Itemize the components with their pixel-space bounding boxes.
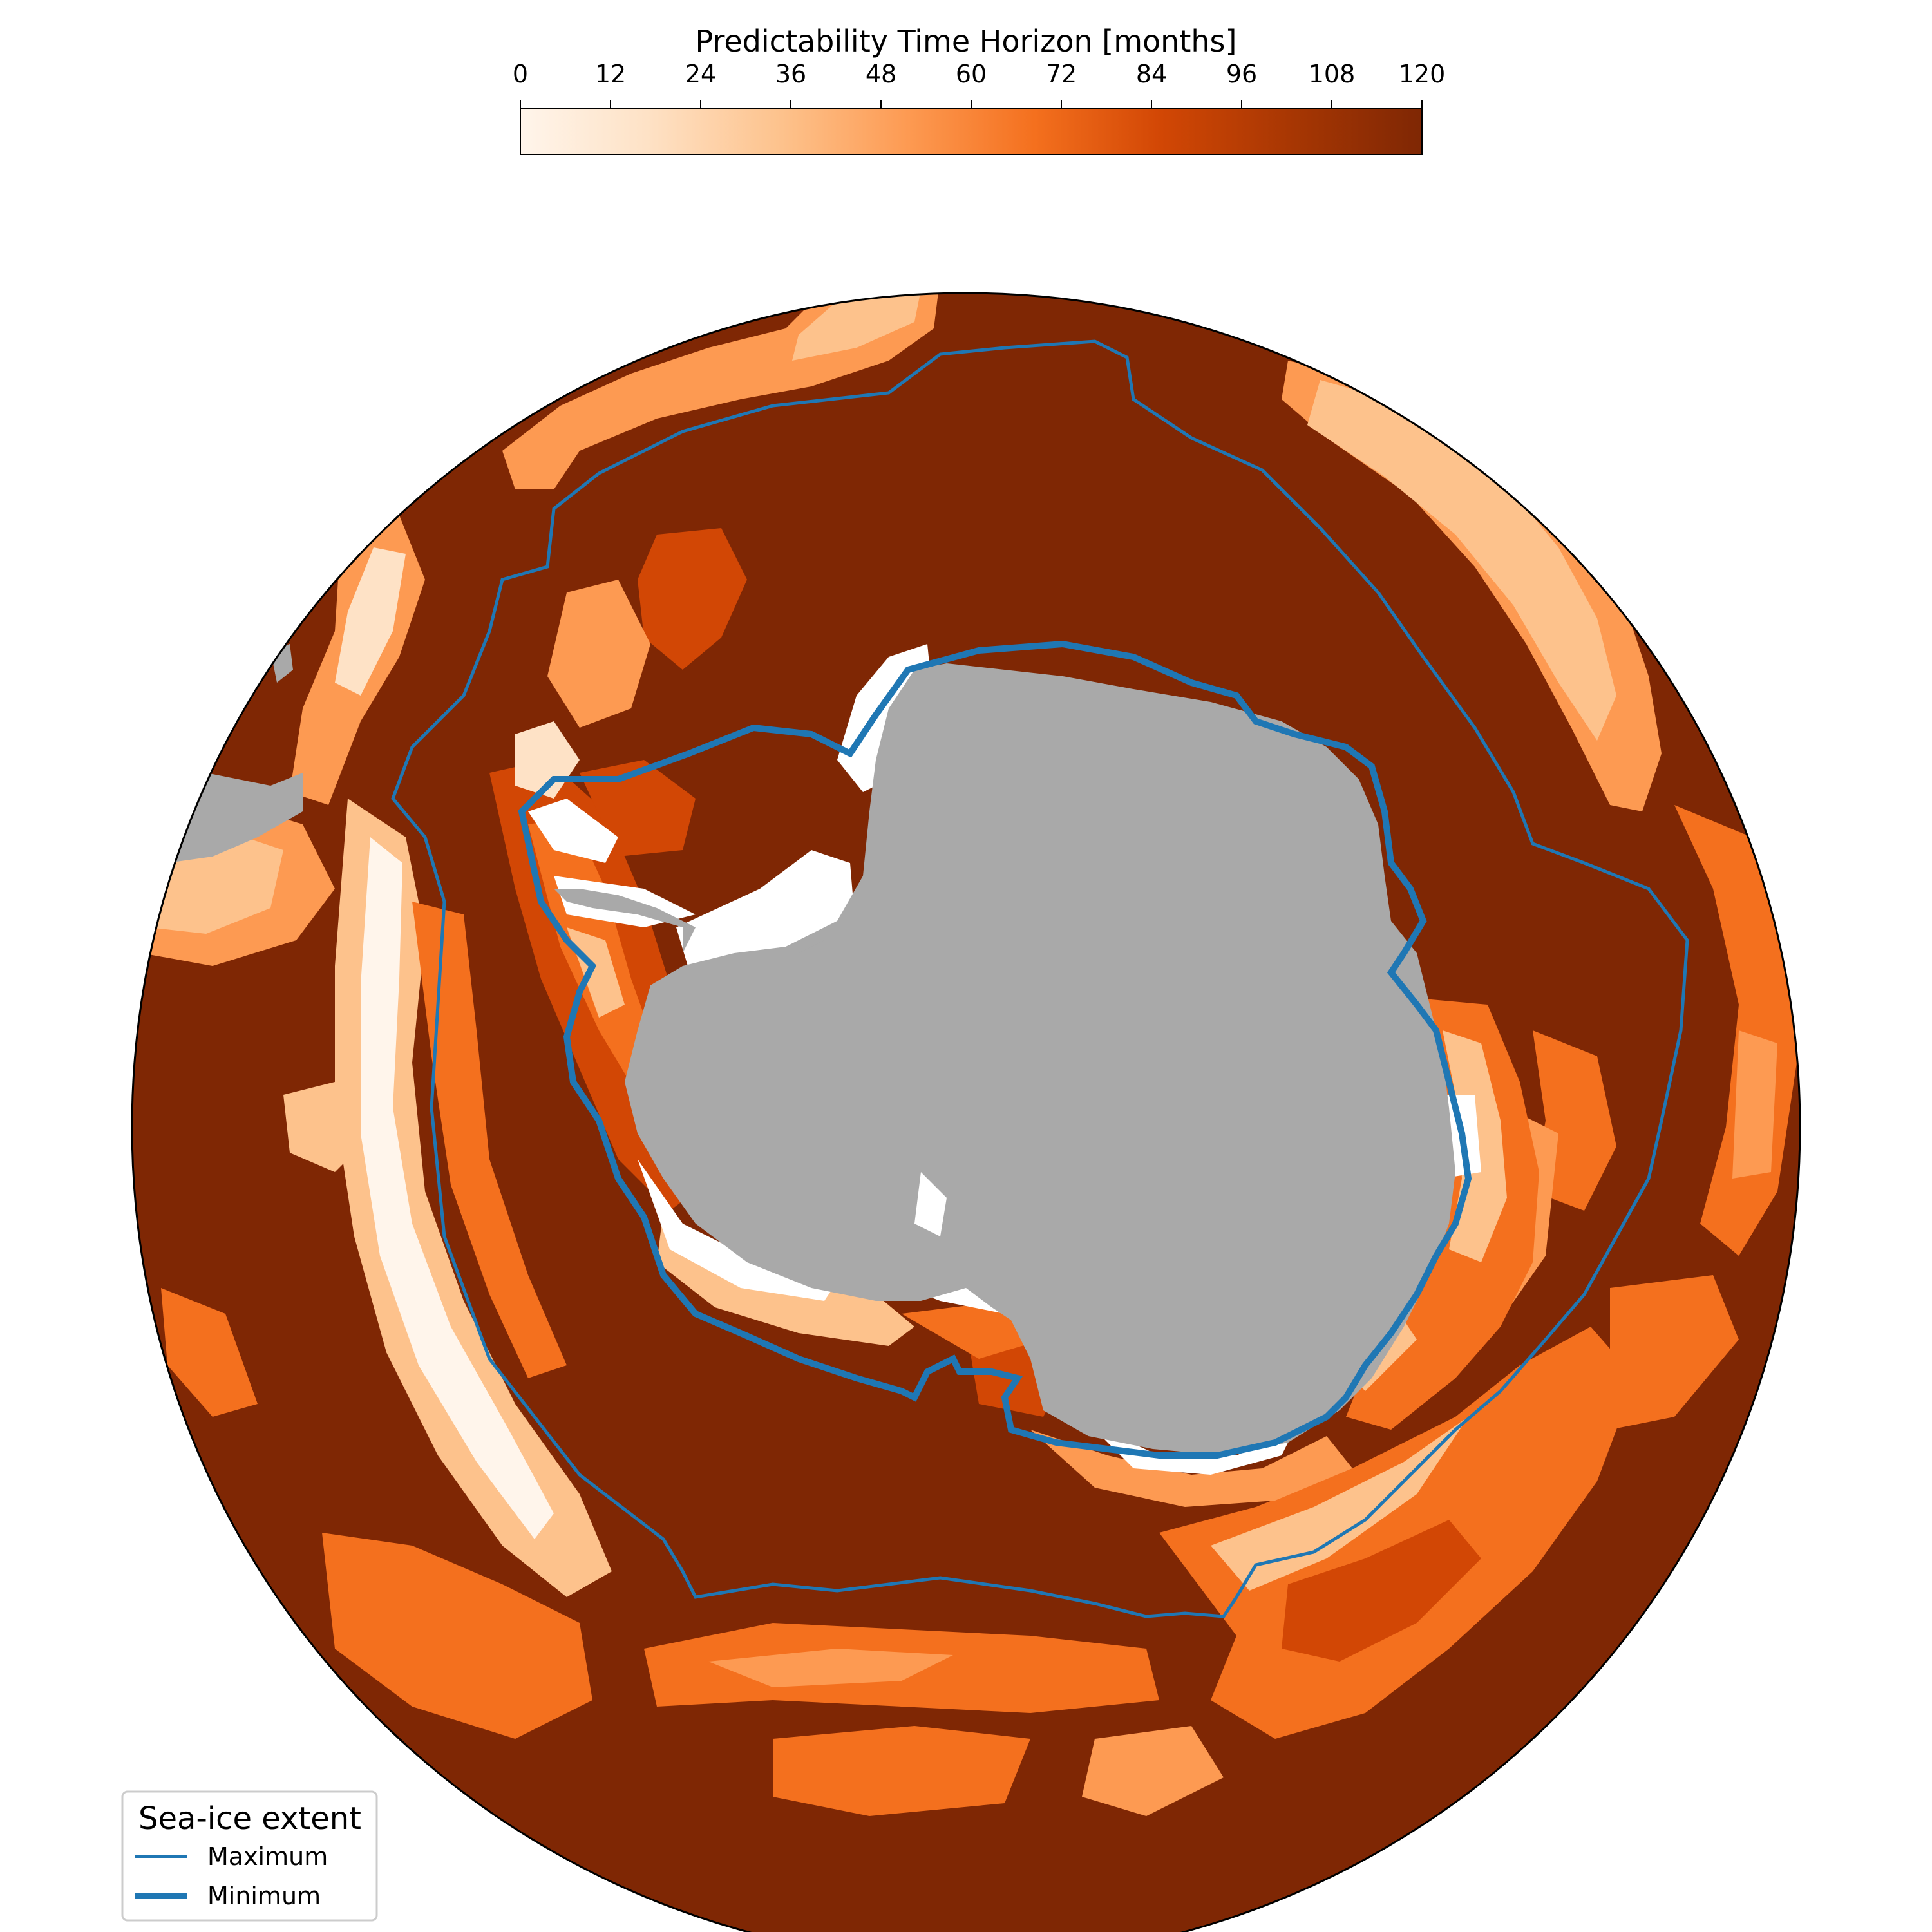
antarctic-peninsula (554, 889, 696, 953)
sea-ice-min-line (518, 640, 1472, 1459)
legend-box (121, 1790, 378, 1922)
legend-max-label: Maximum (207, 1842, 328, 1871)
colorbar-gradient (520, 108, 1423, 155)
colorbar-tick-label: 120 (1399, 60, 1446, 88)
colorbar-tick-label: 24 (685, 60, 716, 88)
colorbar-ticks: 0 12 24 36 48 60 72 84 96 108 120 (513, 60, 1445, 108)
sea-ice-lines (391, 339, 1689, 1618)
colorbar-tick-label: 72 (1046, 60, 1077, 88)
colorbar-tick-label: 84 (1136, 60, 1167, 88)
colorbar: Predictability Time Horizon [months] 0 12… (513, 24, 1445, 155)
colorbar-tick-label: 0 (513, 60, 528, 88)
map-boundary (131, 292, 1801, 1932)
colorbar-tick-label: 48 (866, 60, 896, 88)
colorbar-tick-label: 12 (595, 60, 626, 88)
colorbar-title: Predictability Time Horizon [months] (696, 24, 1237, 59)
colorbar-tick-label: 36 (775, 60, 806, 88)
antarctica (625, 663, 1455, 1455)
colorbar-tick-label: 108 (1309, 60, 1356, 88)
colorbar-tick-label: 96 (1226, 60, 1257, 88)
legend-min-label: Minimum (207, 1882, 321, 1910)
sea-ice-max-line (391, 339, 1689, 1618)
polar-map (131, 292, 1801, 1932)
legend: Sea-ice extent Maximum Minimum (121, 1790, 378, 1922)
colorbar-tick-label: 60 (956, 60, 987, 88)
legend-title: Sea-ice extent (138, 1801, 361, 1837)
